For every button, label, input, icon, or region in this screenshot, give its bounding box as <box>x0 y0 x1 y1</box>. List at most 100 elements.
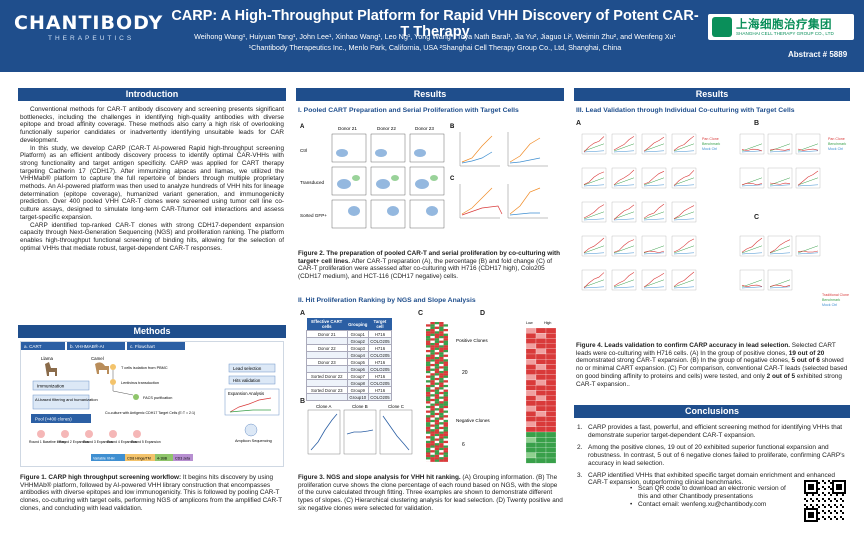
heatmap-cell <box>443 389 448 392</box>
clone-line <box>673 170 695 186</box>
heatmap-cell <box>430 417 435 420</box>
qr-module <box>834 498 836 500</box>
abstract-number: Abstract # 5889 <box>788 50 848 59</box>
heatmap-cell <box>426 459 431 462</box>
heatmap-cell <box>426 452 431 455</box>
qr-module <box>808 486 810 488</box>
qr-module <box>804 520 806 522</box>
heatmap-cell <box>525 395 537 401</box>
qr-module <box>836 506 838 508</box>
heatmap-cell <box>426 380 431 383</box>
heatmap-cell <box>439 438 444 441</box>
heatmap-cell <box>434 322 440 325</box>
heatmap-cell <box>443 384 448 388</box>
qr-module <box>816 512 818 514</box>
mock-line <box>797 150 819 153</box>
section-i-heading: I. Pooled CART Preparation and Serial Pr… <box>298 107 519 114</box>
heatmap-cell <box>430 361 435 364</box>
clone-line <box>613 272 635 287</box>
heatmap-cell <box>430 382 435 385</box>
heatmap-cell <box>525 385 537 391</box>
heatmap-cell <box>430 373 435 376</box>
figure4-caption: Figure 4. Leads validation to confirm CA… <box>576 342 852 388</box>
positive-count: 20 <box>462 370 468 376</box>
qr-module <box>808 484 810 486</box>
qr-module <box>836 480 838 482</box>
mock-line <box>769 150 791 153</box>
heatmap-cell <box>443 375 448 378</box>
grouping-table: Effective CART cells Grouping Target cel… <box>306 318 393 401</box>
mock-line <box>613 252 635 255</box>
heatmap-cell <box>434 347 440 350</box>
heatmap-cell <box>443 352 448 355</box>
heatmap-cell <box>434 326 440 329</box>
legend-pan-clone: Pan Clone <box>702 137 719 141</box>
logo-sub: THERAPEUTICS <box>48 35 135 42</box>
figure4-text-3: showed no or minimal CART expansion. (C)… <box>576 357 848 380</box>
contact-email[interactable]: Contact email: wenfeng.xu@chantibody.com <box>638 501 767 508</box>
heatmap-cell <box>439 384 444 388</box>
legend-traditional: Traditional Clone <box>822 293 849 297</box>
mock-line <box>673 150 695 153</box>
qr-module <box>808 508 810 510</box>
mock-line <box>741 252 763 255</box>
figure4-text-4: exhibited strong CAR-T expansion.. <box>576 372 842 388</box>
round1-label: Round 1 Baseline library <box>29 440 66 444</box>
heatmap-cell <box>434 459 440 462</box>
clone-line <box>673 238 695 253</box>
mini-plot-frame <box>581 167 607 189</box>
heatmap-cell <box>426 408 431 411</box>
heatmap-cell <box>545 374 557 381</box>
qr-module <box>816 520 818 522</box>
heatmap-cell <box>439 410 444 413</box>
heatmap-cell <box>439 440 444 444</box>
qr-module <box>828 486 830 488</box>
clone-line <box>583 204 605 219</box>
qr-module <box>804 488 806 490</box>
qr-module <box>830 512 832 514</box>
heatmap-cell <box>535 431 547 438</box>
qr-module <box>804 508 806 510</box>
heatmap-cell <box>426 438 431 441</box>
figure3: A Effective CART cells Grouping Target c… <box>298 308 564 466</box>
clone-line <box>741 182 763 186</box>
heatmap-cell <box>545 457 557 464</box>
heatmap-cell <box>443 331 448 334</box>
heatmap-cell <box>545 452 557 459</box>
heatmap-cell <box>426 394 431 397</box>
qr-code-icon[interactable] <box>803 479 847 523</box>
qr-module <box>804 482 806 484</box>
heatmap-cell <box>434 422 440 425</box>
clone-c-label: Clone C <box>388 404 404 409</box>
heatmap-cell <box>430 352 435 355</box>
heatmap-cell <box>439 445 444 448</box>
qr-module <box>810 484 812 486</box>
heatmap-cell <box>430 459 435 462</box>
heatmap-cell <box>434 443 440 446</box>
svg-text:B: B <box>450 124 455 130</box>
heatmap-cell <box>430 438 435 441</box>
qr-module <box>842 500 844 502</box>
heatmap-cell <box>525 353 537 360</box>
heatmap-cell <box>439 340 444 343</box>
heatmap-cell <box>443 447 448 451</box>
qr-module <box>804 518 806 520</box>
heatmap-cell <box>426 366 431 369</box>
qr-module <box>818 500 820 502</box>
table-cell: Group8 <box>346 379 369 387</box>
heatmap-cell <box>443 333 448 336</box>
heatmap-cell <box>525 437 537 443</box>
heatmap-cell <box>426 433 431 437</box>
heatmap-cell <box>434 410 440 413</box>
heatmap-cell <box>545 364 557 370</box>
table-cell: H716 <box>367 386 393 394</box>
panel-c-label: c. Flowchart <box>130 344 155 349</box>
heatmap-cell <box>434 335 440 339</box>
heatmap-cell <box>426 403 431 406</box>
qr-module <box>842 492 844 494</box>
methods-figure: a. CART b. VHHMAB®-AI c. Flowchart Llama… <box>20 341 284 467</box>
heatmap-cell <box>430 387 435 390</box>
heatmap-cell <box>525 405 537 412</box>
qr-module <box>812 500 814 502</box>
benchmark-line <box>583 245 605 254</box>
